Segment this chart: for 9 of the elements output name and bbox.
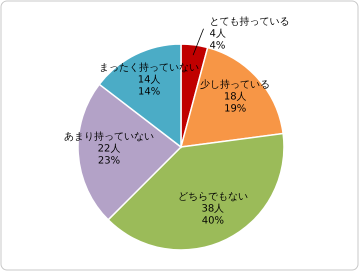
data-label: 22人 23%	[98, 144, 120, 167]
data-label: 14人 14%	[138, 74, 160, 98]
slice-label: とても持っている	[210, 16, 290, 28]
slice-label: 少し持っている	[200, 78, 270, 90]
slice-label: あまり持っていない	[64, 130, 154, 143]
data-label: 4人 4%	[210, 28, 226, 52]
slice-label: どちらでもない	[178, 192, 248, 203]
data-label: 38人 40%	[202, 204, 224, 227]
data-label: 18人 19%	[224, 91, 247, 114]
